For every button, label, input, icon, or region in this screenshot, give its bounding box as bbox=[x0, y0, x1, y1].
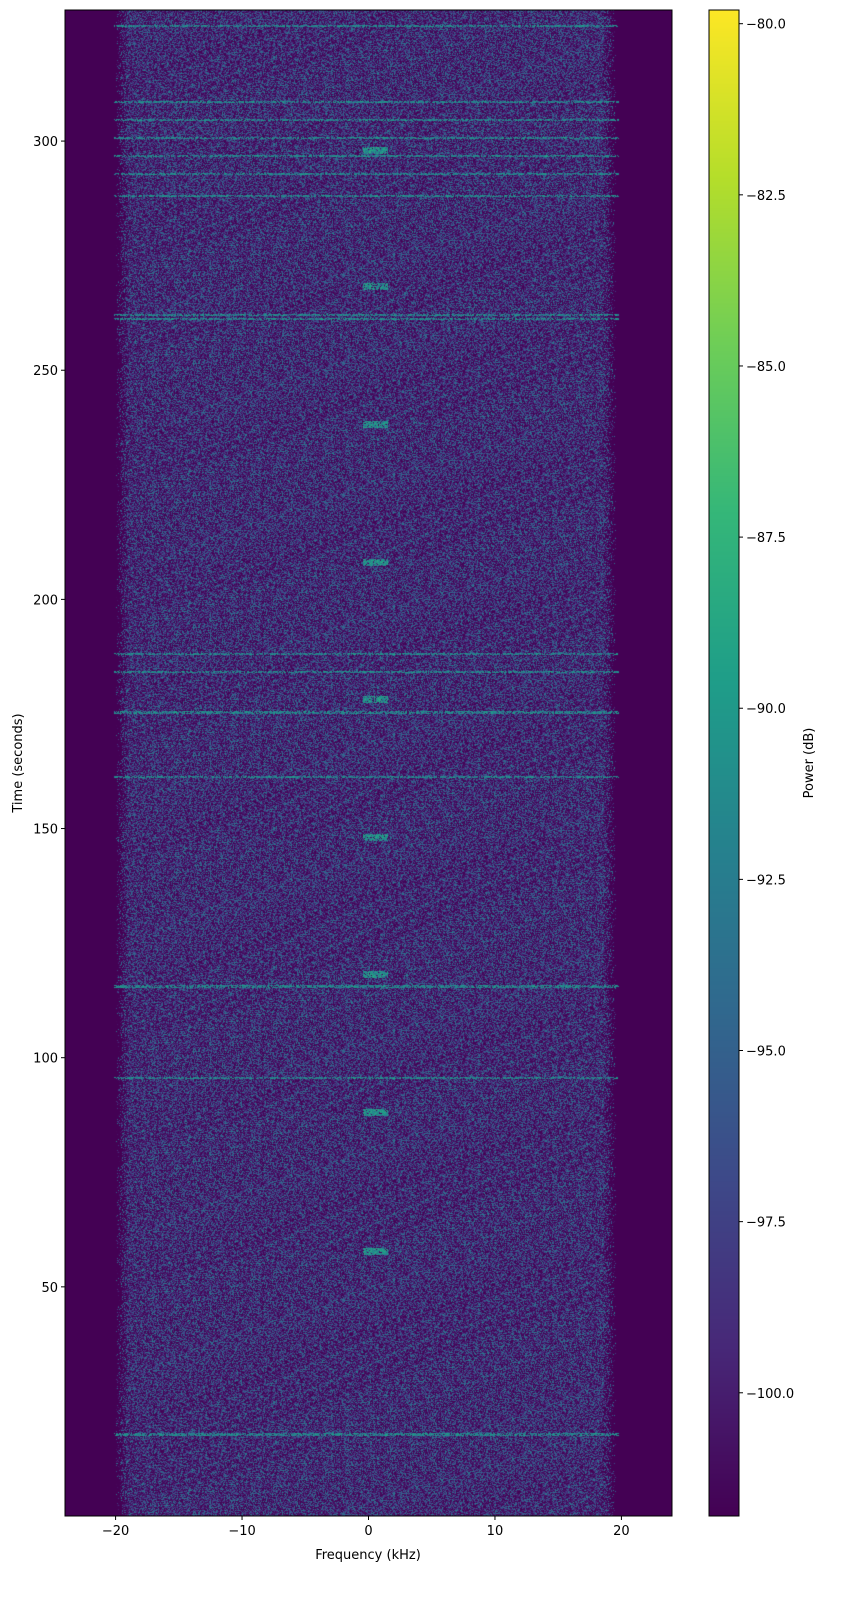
x-tick-label: −10 bbox=[228, 1524, 255, 1539]
spectrogram-image bbox=[65, 10, 672, 1516]
colorbar-tick-label: −97.5 bbox=[746, 1216, 786, 1231]
colorbar-tick-label: −80.0 bbox=[746, 18, 786, 33]
x-tick-label: 20 bbox=[613, 1524, 630, 1539]
colorbar-tick-label: −95.0 bbox=[746, 1045, 786, 1060]
colorbar-tick-label: −100.0 bbox=[746, 1387, 794, 1402]
x-tick-label: 10 bbox=[487, 1524, 504, 1539]
y-tick-label: 100 bbox=[33, 1052, 58, 1067]
y-tick-label: 250 bbox=[33, 364, 58, 379]
y-tick-label: 200 bbox=[33, 593, 58, 608]
colorbar-tick-label: −90.0 bbox=[746, 702, 786, 717]
x-tick-label: −20 bbox=[102, 1524, 129, 1539]
x-tick-label: 0 bbox=[364, 1524, 372, 1539]
y-tick-label: 50 bbox=[41, 1281, 58, 1296]
colorbar-tick-label: −92.5 bbox=[746, 873, 786, 888]
colorbar-label: Power (dB) bbox=[802, 728, 817, 799]
colorbar-tick-label: −87.5 bbox=[746, 531, 786, 546]
plot-frame bbox=[64, 9, 673, 1517]
colorbar-frame bbox=[708, 9, 740, 1517]
colorbar bbox=[709, 10, 739, 1516]
y-tick-label: 300 bbox=[33, 135, 58, 150]
y-axis-label: Time (seconds) bbox=[11, 713, 26, 813]
colorbar-tick-label: −85.0 bbox=[746, 360, 786, 375]
colorbar-tick-label: −82.5 bbox=[746, 189, 786, 204]
y-tick-label: 150 bbox=[33, 823, 58, 838]
x-axis-label: Frequency (kHz) bbox=[315, 1548, 421, 1563]
